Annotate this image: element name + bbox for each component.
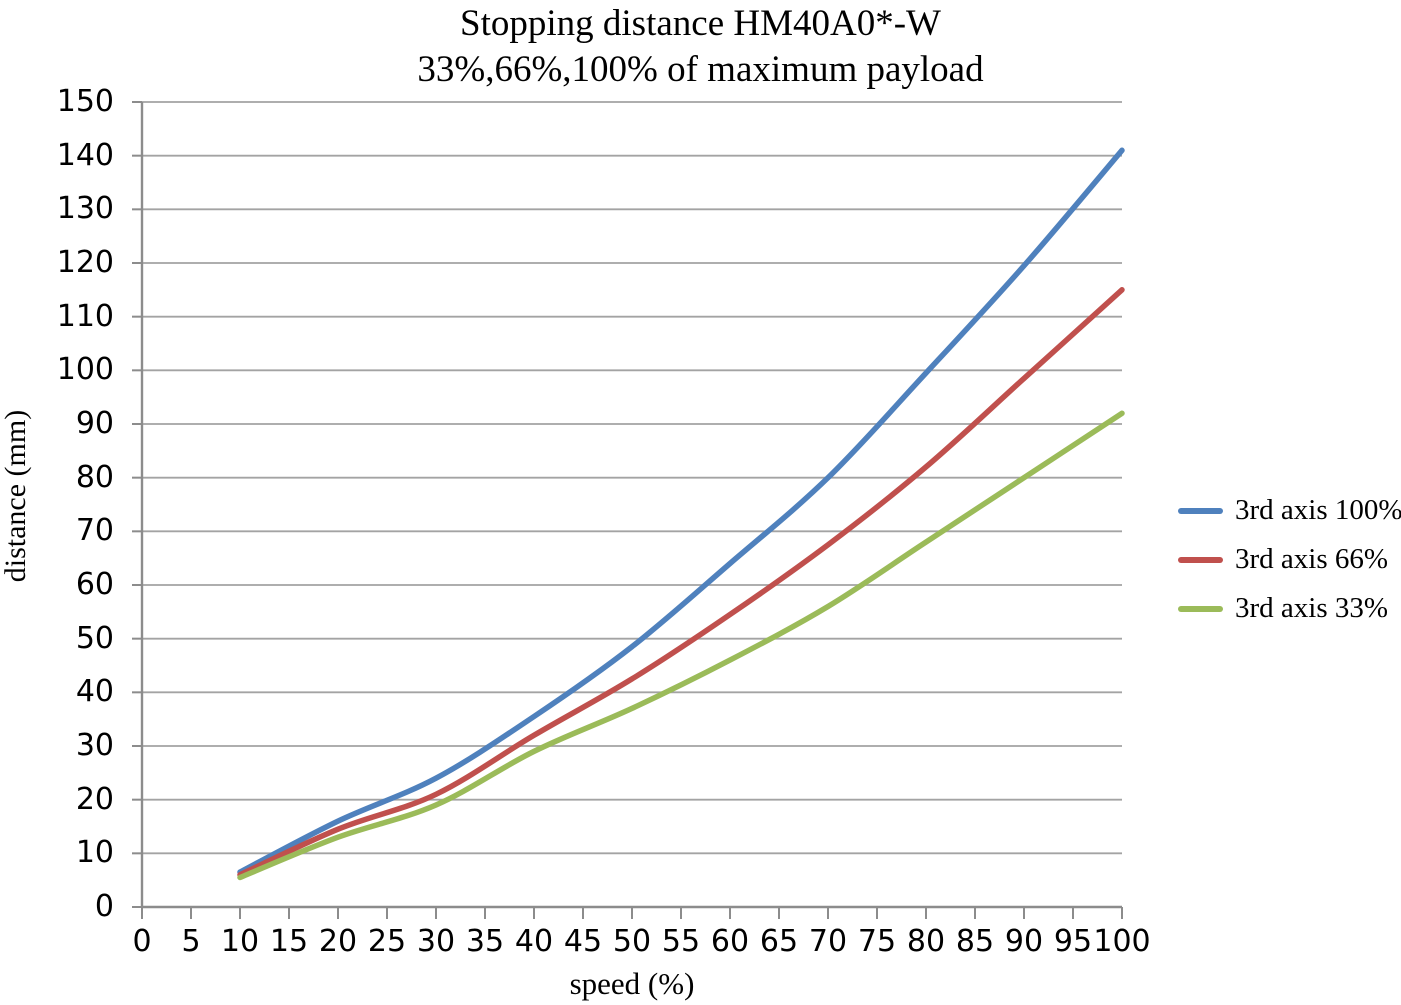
x-tick-label-90: 90: [1004, 924, 1044, 959]
y-tick-label-80: 80: [75, 459, 114, 495]
y-tick-label-110: 110: [56, 298, 114, 334]
x-tick-label-45: 45: [563, 924, 603, 959]
x-tick-label-5: 5: [181, 924, 201, 959]
x-tick-label-20: 20: [318, 924, 358, 959]
y-tick-label-40: 40: [75, 674, 114, 710]
y-axis-tick-labels: 0 10 20 30 40 50 60 70 80 90 100 110 120 130 140 150: [0, 0, 120, 1005]
x-tick-label-60: 60: [710, 924, 750, 959]
y-tick-label-10: 10: [75, 835, 114, 871]
x-tick-label-100: 100: [1093, 924, 1151, 959]
x-tick-label-50: 50: [612, 924, 652, 959]
y-tick-label-20: 20: [75, 781, 114, 817]
x-tick-label-35: 35: [465, 924, 505, 959]
y-tick-label-0: 0: [94, 889, 114, 924]
chart-title: Stopping distance HM40A0*-W: [460, 3, 941, 44]
legend-item-66: 3rd axis 66%: [1178, 535, 1401, 584]
x-axis-title: speed (%): [569, 966, 695, 1001]
series-line-3rd-axis-100-: [237, 147, 1125, 875]
legend-item-100: 3rd axis 100%: [1178, 486, 1401, 535]
x-tick-label-85: 85: [955, 924, 995, 959]
x-tick-label-30: 30: [416, 924, 456, 959]
legend-label: 3rd axis 66%: [1235, 543, 1389, 575]
x-tick-label-15: 15: [269, 924, 309, 959]
series-line-3rd-axis-66-: [237, 287, 1125, 878]
legend-label: 3rd axis 33%: [1235, 592, 1389, 624]
y-tick-label-150: 150: [56, 84, 114, 119]
y-tick-label-90: 90: [75, 406, 114, 441]
y-tick-label-50: 50: [75, 620, 114, 656]
y-tick-label-70: 70: [75, 513, 114, 549]
legend-item-33: 3rd axis 33%: [1178, 584, 1401, 633]
y-tick-label-140: 140: [56, 137, 114, 173]
x-tick-label-25: 25: [367, 924, 407, 959]
y-tick-label-130: 130: [56, 191, 114, 227]
x-tick-label-10: 10: [220, 924, 260, 959]
legend-label: 3rd axis 100%: [1235, 494, 1401, 526]
x-tick-label-65: 65: [759, 924, 799, 959]
x-tick-label-80: 80: [906, 924, 946, 959]
legend: 3rd axis 100% 3rd axis 66% 3rd axis 33%: [1178, 486, 1401, 633]
chart-subtitle: 33%,66%,100% of maximum payload: [417, 49, 984, 90]
legend-swatch-red: [1178, 556, 1223, 563]
y-tick-label-60: 60: [75, 567, 114, 602]
x-tick-label-55: 55: [661, 924, 701, 959]
y-tick-label-30: 30: [75, 728, 114, 763]
y-tick-label-120: 120: [56, 245, 114, 280]
x-tick-label-75: 75: [857, 924, 897, 959]
x-tick-label-70: 70: [808, 924, 848, 959]
legend-swatch-green: [1178, 605, 1223, 612]
y-tick-label-100: 100: [56, 352, 114, 388]
series-line-3rd-axis-33-: [237, 410, 1125, 881]
legend-swatch-blue: [1178, 507, 1223, 514]
x-tick-label-95: 95: [1053, 924, 1093, 959]
x-axis-tick-labels: 0 5 10 15 20 25 30 35 40 45 50 55 60 65 70 75 80 85 90 95 10…: [0, 925, 1401, 965]
x-tick-label-40: 40: [514, 924, 554, 959]
y-axis-title: distance (mm): [0, 409, 32, 583]
x-tick-label-0: 0: [132, 924, 152, 959]
